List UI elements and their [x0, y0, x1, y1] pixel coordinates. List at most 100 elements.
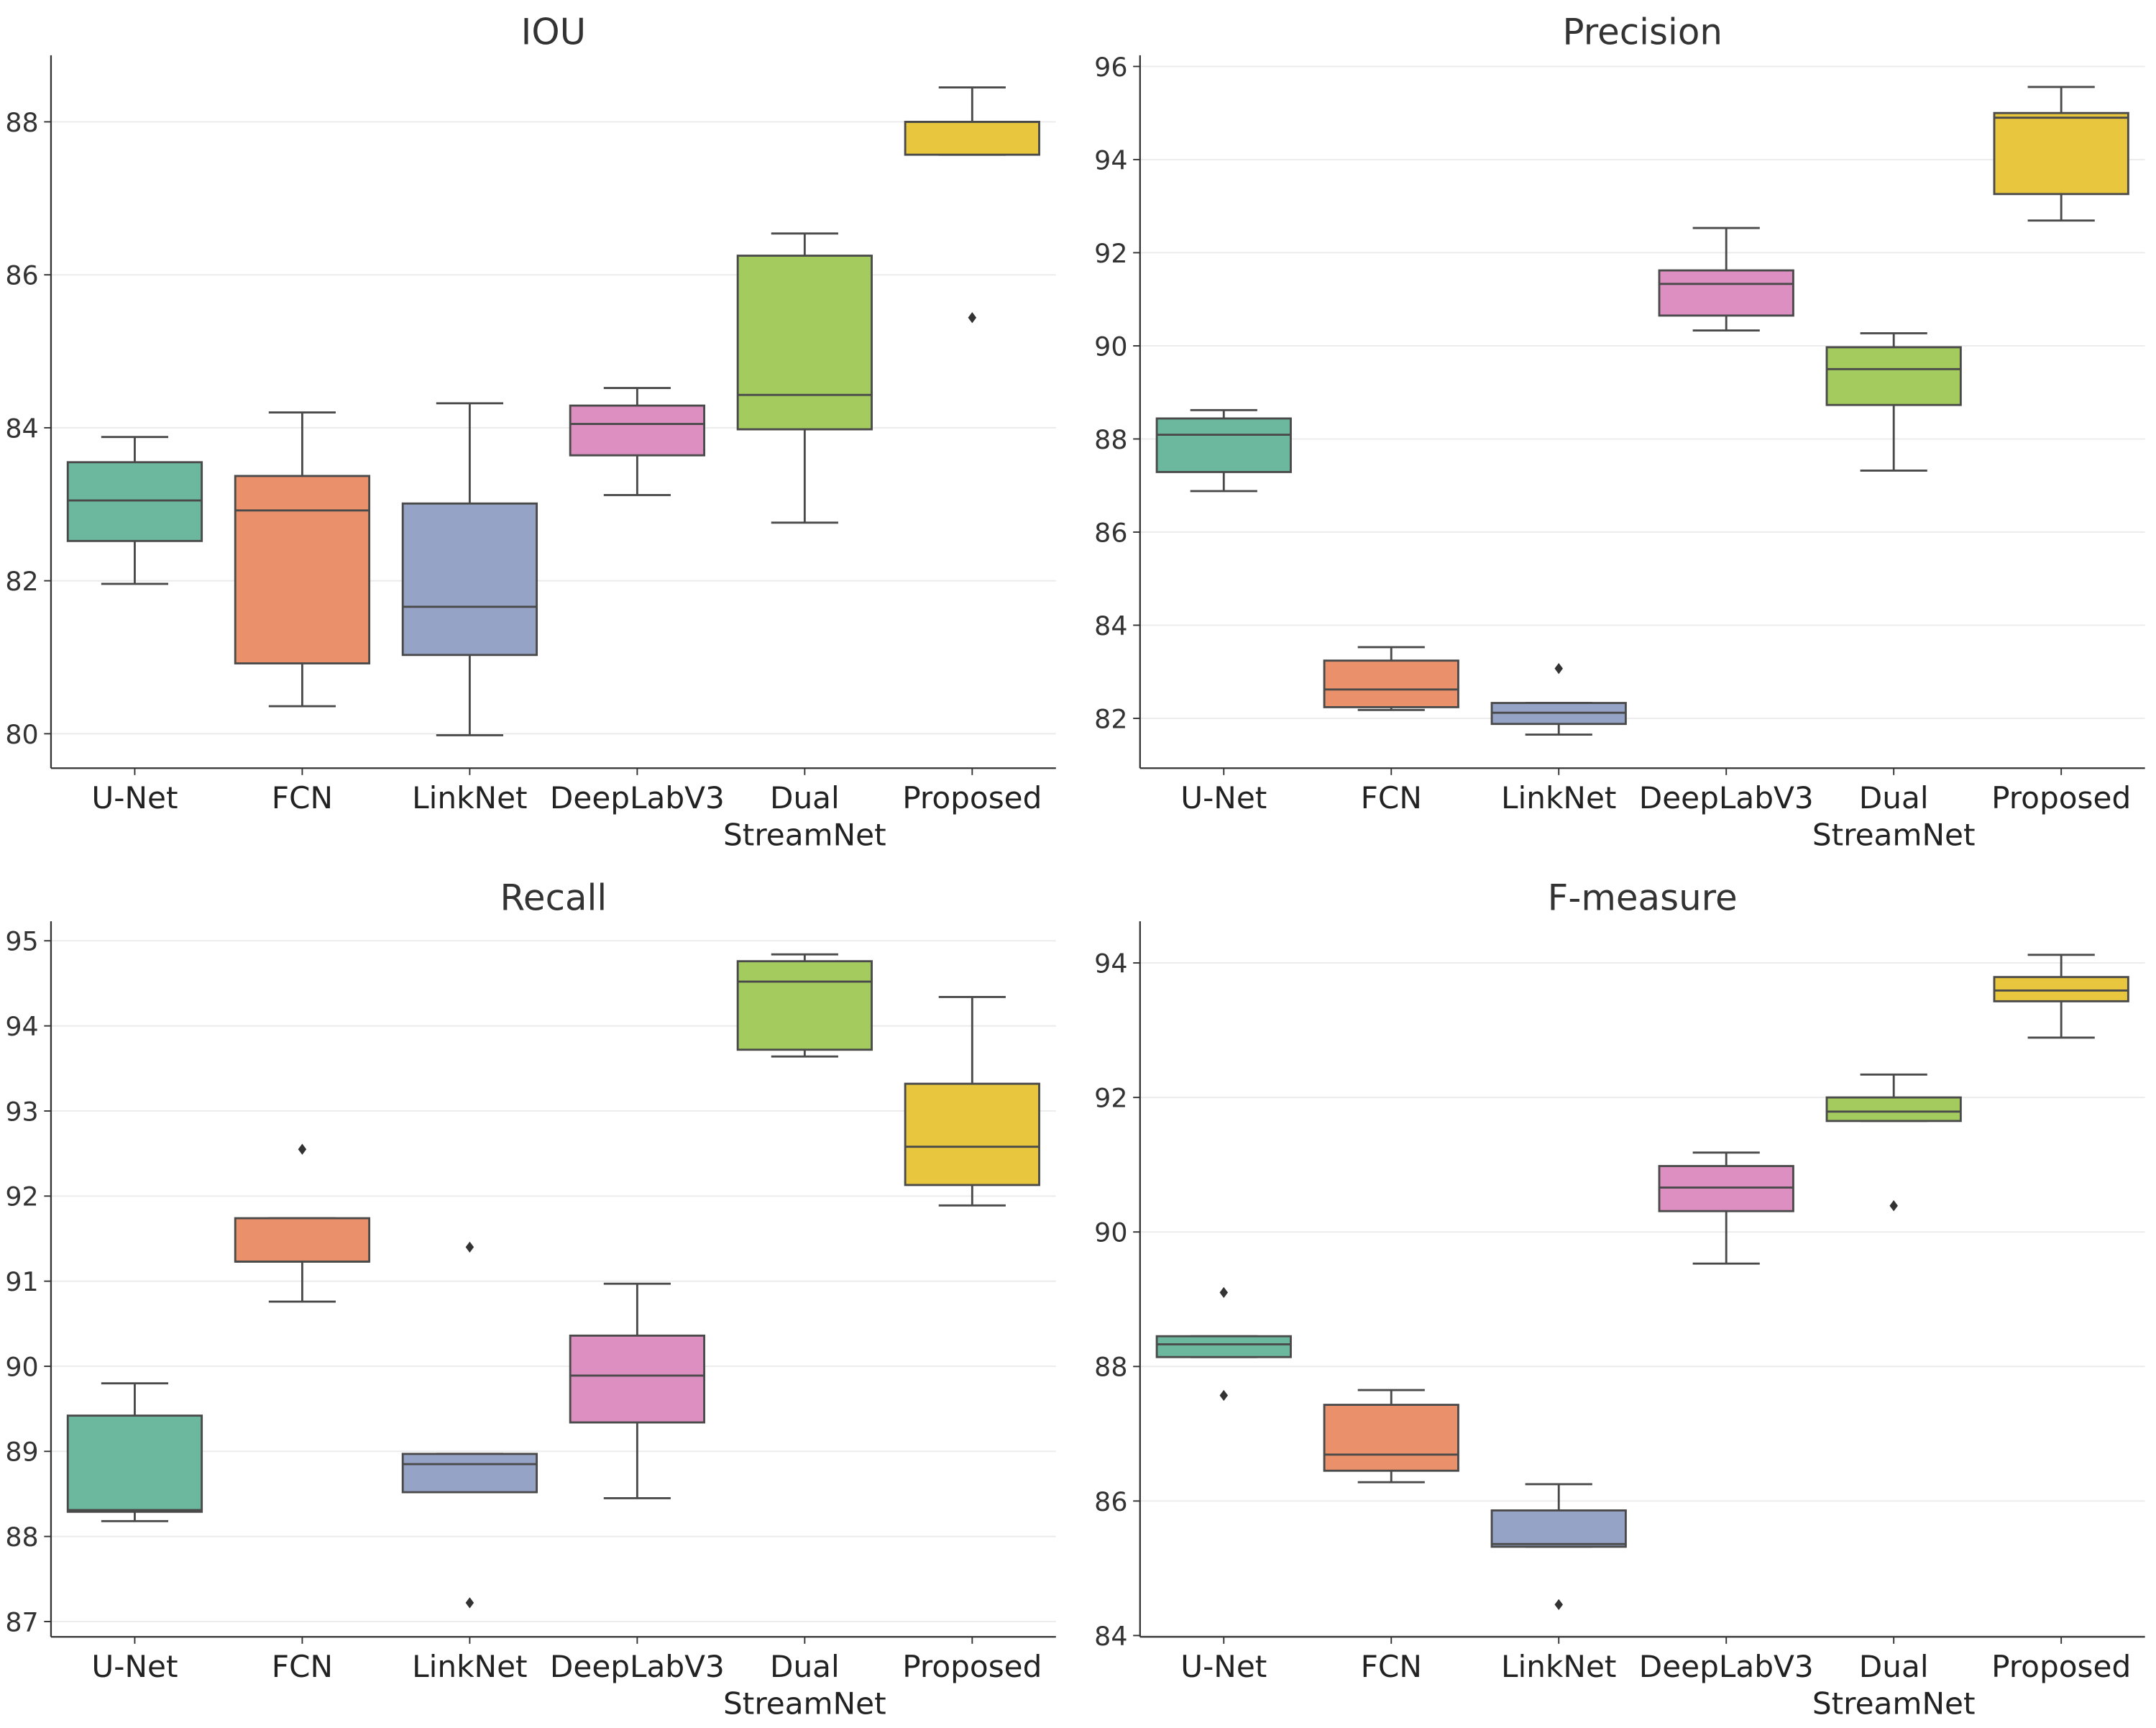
outlier-point	[1889, 1200, 1898, 1212]
y-tick-label: 82	[1094, 703, 1127, 734]
box-deeplabv3	[1658, 227, 1794, 332]
x-tick-label-line: LinkNet	[1501, 780, 1616, 815]
x-tick-label: U-Net	[91, 1649, 178, 1684]
outlier-point	[1219, 1286, 1229, 1299]
x-tick-label: U-Net	[91, 780, 178, 815]
iqr-box	[1155, 417, 1292, 473]
x-tick-label: DeepLabV3	[1639, 780, 1814, 815]
chart-title: Recall	[500, 877, 607, 919]
x-tick-label: LinkNet	[412, 780, 527, 815]
x-tick-label-line: FCN	[1361, 1649, 1422, 1684]
y-tick-label: 87	[5, 1606, 38, 1637]
chart-f-measure: 84 86 88 90 92 94 F-measure U-Net FCN LinkNet Deep…	[1094, 877, 2145, 1722]
box-deeplabv3	[569, 387, 706, 496]
y-tick-label: 90	[1094, 331, 1127, 362]
x-tick-label-line: Dual	[770, 1649, 840, 1684]
y-tick-label: 89	[5, 1437, 38, 1468]
box-deeplabv3	[569, 1282, 706, 1499]
box-proposed	[1993, 954, 2129, 1039]
x-tick-label-line: DeepLabV3	[1639, 1649, 1814, 1684]
x-tick-label-line: DeepLabV3	[550, 780, 725, 815]
box-fcn	[1323, 646, 1459, 711]
x-tick-label-line: Proposed	[1991, 1649, 2131, 1684]
x-tick-label: Dual StreamNet	[723, 780, 886, 853]
iqr-box	[1323, 1404, 1459, 1472]
box-dual-streamnet	[736, 232, 873, 524]
iqr-box	[1658, 269, 1794, 317]
iqr-box	[234, 1217, 371, 1263]
x-tick-label-line: DeepLabV3	[550, 1649, 725, 1684]
x-tick-label: DeepLabV3	[550, 1649, 725, 1684]
outlier-point	[1554, 662, 1563, 675]
box-linknet	[1490, 1483, 1627, 1611]
y-tick-label: 80	[5, 719, 38, 750]
x-tick-label-line: StreamNet	[1812, 818, 1976, 853]
iqr-box	[569, 1334, 706, 1424]
iqr-box	[66, 1414, 203, 1513]
y-tick-label: 92	[1094, 238, 1127, 269]
x-tick-label-line: LinkNet	[412, 780, 527, 815]
y-tick-label: 92	[5, 1181, 38, 1212]
y-tick-label: 96	[1094, 52, 1127, 83]
x-tick-label: Proposed	[1991, 1649, 2131, 1684]
iqr-box	[904, 120, 1040, 156]
outlier-point	[465, 1241, 474, 1253]
x-tick-label-line: Dual	[1859, 1649, 1929, 1684]
x-tick-label: FCN	[272, 780, 333, 815]
x-tick-label-line: DeepLabV3	[1639, 780, 1814, 815]
iqr-box	[904, 1082, 1040, 1187]
x-tick-label-line: Dual	[770, 780, 840, 815]
x-tick-label-line: FCN	[1361, 780, 1422, 815]
y-tick-label: 84	[1094, 611, 1127, 641]
x-tick-label: FCN	[1361, 780, 1422, 815]
y-tick-label: 88	[5, 1522, 38, 1553]
x-tick-label-line: FCN	[272, 780, 333, 815]
iqr-box	[401, 502, 538, 657]
y-tick-label: 94	[5, 1011, 38, 1042]
iqr-box	[234, 475, 371, 664]
x-tick-label-line: U-Net	[91, 780, 178, 815]
x-tick-label-line: LinkNet	[412, 1649, 527, 1684]
y-tick-label: 94	[1094, 948, 1127, 979]
y-tick-label: 94	[1094, 145, 1127, 175]
x-tick-label-line: U-Net	[1180, 1649, 1267, 1684]
y-tick-label: 88	[1094, 424, 1127, 455]
x-tick-label-line: Dual	[1859, 780, 1929, 815]
x-tick-label-line: StreamNet	[1812, 1686, 1976, 1722]
box-dual-streamnet	[1825, 1073, 1962, 1212]
y-tick-label: 88	[1094, 1352, 1127, 1383]
box-proposed	[1993, 86, 2129, 222]
iqr-box	[401, 1453, 538, 1494]
x-tick-label-line: Proposed	[902, 1649, 1042, 1684]
y-tick-label: 86	[1094, 517, 1127, 548]
x-tick-label: LinkNet	[412, 1649, 527, 1684]
y-tick-label: 90	[1094, 1217, 1127, 1248]
x-tick-label: FCN	[272, 1649, 333, 1684]
y-tick-label: 86	[5, 260, 38, 291]
chart-title: F-measure	[1548, 877, 1738, 919]
x-tick-label: FCN	[1361, 1649, 1422, 1684]
iqr-box	[1825, 1096, 1962, 1123]
box-dual-streamnet	[1825, 332, 1962, 472]
iqr-box	[736, 255, 873, 431]
box-linknet	[401, 1241, 538, 1609]
iqr-box	[66, 461, 203, 542]
iqr-box	[1490, 1509, 1627, 1548]
x-tick-label: DeepLabV3	[550, 780, 725, 815]
x-tick-label: LinkNet	[1501, 1649, 1616, 1684]
iqr-box	[1155, 1335, 1292, 1358]
box-linknet	[1490, 662, 1627, 736]
chart-title: IOU	[521, 12, 586, 53]
y-tick-label: 84	[5, 413, 38, 444]
box-dual-streamnet	[736, 953, 873, 1058]
iqr-box	[1825, 346, 1962, 406]
iqr-box	[1993, 976, 2129, 1002]
box-linknet	[401, 402, 538, 736]
x-tick-label-line: Proposed	[1991, 780, 2131, 815]
y-tick-label: 90	[5, 1351, 38, 1382]
chart-recall: 87 88 89 90 91 92 93 94 95 Recall U-Net FCN LinkNet D…	[5, 877, 1056, 1722]
box-deeplabv3	[1658, 1151, 1794, 1265]
chart-precision: 82 84 86 88 90 92 94 96 Precision U-Net FCN LinkNet…	[1094, 12, 2145, 853]
iqr-box	[1993, 111, 2129, 196]
